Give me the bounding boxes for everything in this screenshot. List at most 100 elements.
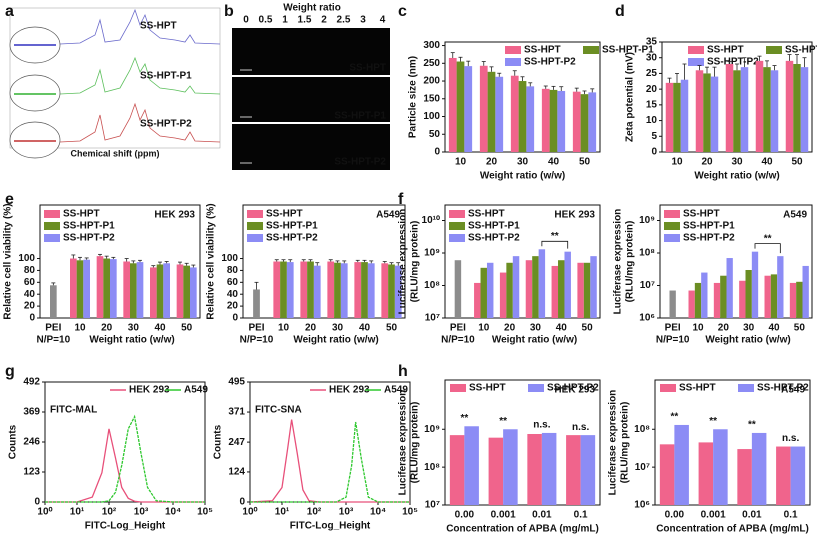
category-note: N/P=10 [240,335,274,346]
y-axis-title: (RLU/mg protein) [625,221,636,303]
legend-swatch [450,384,466,392]
bar [76,260,84,318]
bar [577,262,584,318]
y-axis-title: (RLU/mg protein) [410,402,421,484]
bar [156,264,164,318]
plot-frame [44,381,206,503]
histogram-line [250,421,410,503]
lane-label: 1.5 [298,15,312,26]
legend-label: SS-HPT [469,383,506,394]
x-tick-label: 40 [359,323,371,334]
bar [558,260,565,318]
lane-label: 2.5 [337,15,351,26]
legend-swatch [766,46,782,54]
bar [703,73,711,152]
bar [449,435,465,505]
bar [713,282,721,318]
x-tick-label: PEI [248,323,264,334]
bar [580,435,596,505]
x-tick-label: 20 [305,323,317,334]
significance-label: n.s. [572,422,589,433]
bar [525,260,533,318]
bar [340,263,348,318]
x-tick-label: 10⁴ [165,507,181,518]
x-tick-label: 30 [530,323,542,334]
panel-letter: e [5,191,14,208]
bar [673,82,681,152]
x-axis-title: Weight ratio (w/w) [480,171,565,182]
bar [300,261,308,318]
x-tick-label: 20 [486,157,498,168]
bar [526,86,535,152]
reference-bar [253,289,260,318]
legend-swatch [688,46,704,54]
legend-label: SS-HPT-P1 [683,221,735,232]
y-tick-label: 10⁶ [639,313,655,324]
reference-bar [454,260,462,318]
lane-label: 0 [243,15,249,26]
y-tick-label: 495 [228,377,245,388]
legend-swatch [247,222,263,230]
y-axis-title: Luciferase expression [608,390,619,496]
y-tick-label: 20 [227,301,239,312]
legend-swatch [449,210,465,218]
x-tick-label: 10 [74,323,86,334]
legend-label: SS-HPT [63,209,100,220]
panel-letter: h [398,363,408,380]
y-axis-title: Counts [213,424,224,459]
bar [123,261,130,318]
y-tick-label: 5 [651,131,657,142]
x-tick-label: 30 [332,323,344,334]
spectrum [10,8,221,46]
plot-frame [249,381,411,503]
legend-swatch [664,210,680,218]
bar [583,262,591,318]
y-tick-label: 10⁷ [425,500,440,511]
legend-label: HEK 293 [129,385,170,396]
bar [273,261,281,318]
panel-annotation: A549 [781,385,805,396]
y-tick-label: 30 [646,52,658,63]
lane-label: 0.5 [259,15,273,26]
y-tick-label: 15 [646,99,658,110]
x-tick-label: 20 [504,323,516,334]
bar [538,249,546,318]
bar [456,61,465,152]
lane-label: 3 [360,15,366,26]
y-tick-label: 250 [423,58,440,69]
bar [710,76,719,152]
significance-label: ** [764,233,772,244]
y-tick-label: 0 [34,497,40,508]
legend-swatch [738,384,754,392]
x-tick-label: 0.1 [574,510,588,521]
bar [130,263,137,318]
x-tick-label: 10⁵ [197,507,213,518]
bar [764,275,771,318]
y-tick-label: 10⁷ [635,462,650,473]
x-tick-label: PEI [665,323,681,334]
plot-frame [242,204,406,319]
legend-swatch [583,46,599,54]
x-tick-label: 10³ [134,507,149,518]
bar [580,94,589,152]
y-tick-label: 40 [24,289,36,300]
bar [499,272,507,318]
y-tick-label: 20 [646,84,658,95]
y-tick-label: 60 [227,277,239,288]
plot-frame [654,379,811,506]
spectrum [10,102,221,144]
category-note: N/P=10 [37,335,71,346]
y-tick-label: 371 [228,407,245,418]
x-tick-label: 20 [101,323,113,334]
panel-letter: c [398,3,407,20]
y-tick-label: 369 [23,407,40,418]
legend-label: SS-HPT [524,45,561,56]
bar [737,449,752,505]
legend-label: SS-HPT [468,209,505,220]
bar [361,262,368,318]
y-tick-label: 100 [18,253,35,264]
bar [541,88,550,152]
bar [479,65,488,152]
y-tick-label: 492 [23,377,40,388]
